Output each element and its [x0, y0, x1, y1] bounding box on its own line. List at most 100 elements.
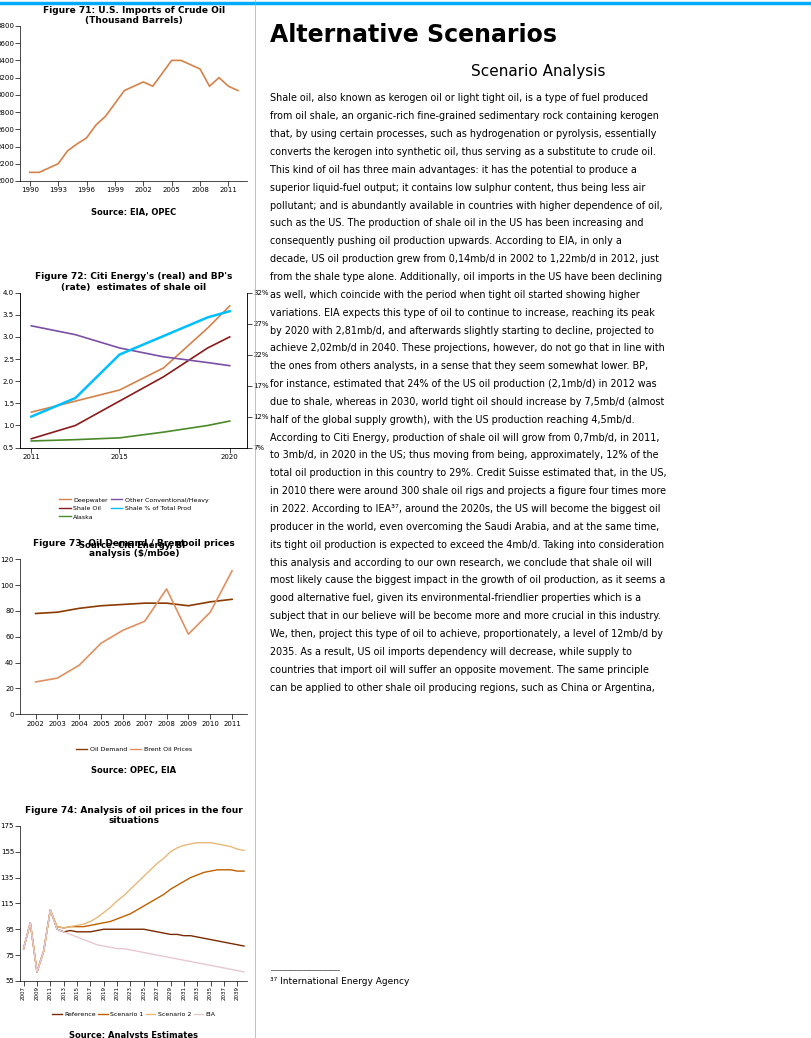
Reference — [192, 931, 202, 944]
Text: We, then, project this type of oil to achieve, proportionately, a level of 12mb/: We, then, project this type of oil to ac… — [270, 629, 663, 639]
Scenario 2 — [105, 901, 115, 913]
EIA — [72, 931, 82, 944]
Oil Demand — [53, 606, 62, 619]
Oil Demand — [97, 600, 106, 612]
Scenario 2 — [219, 839, 229, 851]
Brent Oil Prices — [53, 672, 62, 684]
Text: its tight oil production is expected to exceed the 4mb/d. Taking into considerat: its tight oil production is expected to … — [270, 540, 664, 550]
Scenario 1 — [173, 879, 182, 892]
EIA — [139, 947, 148, 959]
Scenario 2 — [165, 846, 175, 858]
Scenario 2 — [45, 904, 55, 917]
EIA — [159, 950, 169, 962]
Scenario 1 — [52, 921, 62, 933]
Legend: Reference, Scenario 1, Scenario 2, EIA: Reference, Scenario 1, Scenario 2, EIA — [49, 1009, 218, 1019]
Scenario 2 — [72, 919, 82, 931]
Reference — [173, 928, 182, 940]
Brent Oil Prices — [227, 565, 237, 577]
Line: Scenario 1: Scenario 1 — [24, 870, 244, 972]
Scenario 1 — [146, 896, 156, 908]
EIA — [25, 917, 35, 929]
Scenario 2 — [186, 838, 195, 850]
Text: total oil production in this country to 29%. Credit Suisse estimated that, in th: total oil production in this country to … — [270, 468, 667, 479]
Scenario 1 — [192, 869, 202, 881]
Scenario 2 — [25, 917, 35, 929]
EIA — [199, 958, 208, 971]
Brent Oil Prices — [97, 637, 106, 650]
EIA — [126, 944, 135, 956]
Title: Figure 73: Oil Demand / Brent oil prices
analysis ($/mboe): Figure 73: Oil Demand / Brent oil prices… — [33, 539, 234, 558]
Legend: Oil Demand, Brent Oil Prices: Oil Demand, Brent Oil Prices — [73, 744, 195, 755]
Text: Source: Citi Energy, BP: Source: Citi Energy, BP — [79, 542, 188, 550]
Reference — [119, 923, 129, 935]
EIA — [165, 952, 175, 964]
Text: 2035. As a result, US oil imports dependency will decrease, while supply to: 2035. As a result, US oil imports depend… — [270, 647, 632, 657]
Text: Source: OPEC, EIA: Source: OPEC, EIA — [92, 766, 176, 775]
Reference — [219, 936, 229, 949]
Scenario 2 — [239, 844, 249, 856]
Line: EIA: EIA — [24, 910, 244, 972]
Scenario 2 — [132, 876, 142, 889]
Scenario 1 — [79, 921, 88, 933]
Scenario 2 — [225, 841, 235, 853]
Scenario 2 — [199, 837, 208, 849]
Scenario 1 — [219, 864, 229, 876]
Scenario 2 — [206, 837, 216, 849]
Oil Demand — [161, 597, 171, 609]
EIA — [239, 965, 249, 978]
Title: Figure 74: Analysis of oil prices in the four
situations: Figure 74: Analysis of oil prices in the… — [25, 805, 242, 825]
Scenario 1 — [112, 912, 122, 925]
Reference — [179, 929, 189, 941]
Reference — [206, 933, 216, 946]
Brent Oil Prices — [118, 624, 128, 636]
Reference — [45, 904, 55, 917]
Scenario 2 — [126, 883, 135, 896]
EIA — [179, 954, 189, 966]
Text: this analysis and according to our own research, we conclude that shale oil will: this analysis and according to our own r… — [270, 557, 652, 568]
Oil Demand — [75, 602, 84, 614]
Text: from the shale type alone. Additionally, oil imports in the US have been declini: from the shale type alone. Additionally,… — [270, 272, 663, 282]
EIA — [132, 945, 142, 957]
Scenario 2 — [152, 857, 162, 870]
Text: Alternative Scenarios: Alternative Scenarios — [270, 23, 557, 47]
Text: pollutant; and is abundantly available in countries with higher dependence of oi: pollutant; and is abundantly available i… — [270, 200, 663, 211]
Scenario 2 — [19, 943, 28, 955]
Scenario 2 — [85, 916, 95, 928]
Reference — [105, 923, 115, 935]
EIA — [119, 943, 129, 955]
Scenario 1 — [206, 865, 216, 877]
Reference — [212, 934, 222, 947]
Scenario 1 — [239, 865, 249, 877]
Reference — [239, 939, 249, 952]
Text: Scenario Analysis: Scenario Analysis — [471, 64, 606, 79]
Reference — [199, 932, 208, 945]
Reference — [225, 937, 235, 950]
Scenario 2 — [192, 837, 202, 849]
Scenario 1 — [72, 921, 82, 933]
Scenario 2 — [173, 842, 182, 854]
Legend: Deepwater, Shale Oil, Alaska, Other Conventional/Heavy, Shale % of Total Prod: Deepwater, Shale Oil, Alaska, Other Conv… — [57, 495, 211, 522]
Text: such as the US. The production of shale oil in the US has been increasing and: such as the US. The production of shale … — [270, 218, 644, 228]
Scenario 2 — [233, 843, 242, 855]
Scenario 1 — [45, 904, 55, 917]
Scenario 1 — [66, 921, 75, 933]
Scenario 2 — [212, 838, 222, 850]
Scenario 2 — [32, 965, 42, 978]
Title: Figure 72: Citi Energy's (real) and BP's
(rate)  estimates of shale oil: Figure 72: Citi Energy's (real) and BP's… — [35, 272, 233, 292]
Scenario 1 — [19, 943, 28, 955]
Text: for instance, estimated that 24% of the US oil production (2,1mb/d) in 2012 was: for instance, estimated that 24% of the … — [270, 379, 657, 389]
Scenario 1 — [225, 864, 235, 876]
Scenario 2 — [119, 890, 129, 902]
EIA — [146, 948, 156, 960]
Line: Brent Oil Prices: Brent Oil Prices — [36, 571, 232, 682]
Scenario 1 — [39, 945, 49, 957]
Scenario 2 — [112, 895, 122, 907]
Scenario 1 — [152, 892, 162, 904]
Scenario 1 — [139, 900, 148, 912]
Brent Oil Prices — [183, 628, 193, 640]
Text: ³⁷ International Energy Agency: ³⁷ International Energy Agency — [270, 977, 410, 986]
Scenario 2 — [66, 921, 75, 933]
Reference — [39, 945, 49, 957]
Brent Oil Prices — [139, 616, 149, 628]
Text: countries that import oil will suffer an opposite movement. The same principle: countries that import oil will suffer an… — [270, 664, 649, 675]
